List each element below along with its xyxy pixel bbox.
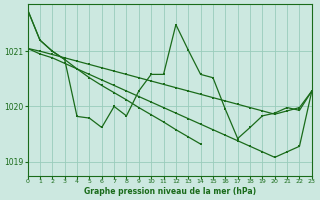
X-axis label: Graphe pression niveau de la mer (hPa): Graphe pression niveau de la mer (hPa) xyxy=(84,187,256,196)
